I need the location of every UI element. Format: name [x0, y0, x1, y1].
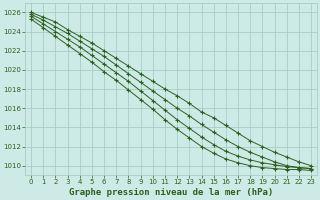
X-axis label: Graphe pression niveau de la mer (hPa): Graphe pression niveau de la mer (hPa) [69, 188, 273, 197]
